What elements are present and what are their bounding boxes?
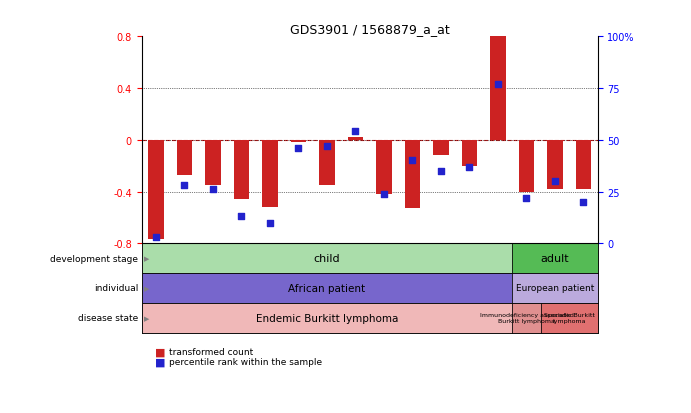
Bar (148, 140, 164, 240)
Bar (512, 303, 540, 333)
Text: transformed count: transformed count (169, 347, 254, 356)
Bar (433, 140, 448, 156)
Bar (512, 273, 598, 303)
Text: development stage: development stage (50, 254, 138, 263)
Point (151, 234, 162, 241)
Bar (262, 140, 278, 207)
Text: ▶: ▶ (144, 256, 149, 261)
Point (464, 164, 475, 171)
Text: percentile rank within the sample: percentile rank within the sample (169, 357, 323, 366)
Text: African patient: African patient (288, 283, 366, 293)
Text: ■: ■ (155, 347, 166, 356)
Title: GDS3901 / 1568879_a_at: GDS3901 / 1568879_a_at (290, 23, 450, 36)
Bar (348, 138, 363, 140)
Bar (142, 273, 512, 303)
Point (435, 168, 446, 175)
Point (236, 214, 247, 220)
Point (293, 145, 304, 152)
Text: ▶: ▶ (144, 315, 149, 321)
Bar (462, 140, 477, 166)
Bar (291, 140, 306, 143)
Text: Endemic Burkitt lymphoma: Endemic Burkitt lymphoma (256, 313, 398, 323)
Text: adult: adult (540, 254, 569, 263)
Text: child: child (314, 254, 340, 263)
Bar (376, 140, 392, 195)
Bar (142, 303, 512, 333)
Bar (547, 140, 562, 190)
Point (207, 187, 218, 193)
Text: ■: ■ (155, 357, 166, 367)
Point (379, 191, 390, 197)
Point (350, 129, 361, 135)
Point (578, 199, 589, 206)
Bar (576, 140, 591, 190)
Text: Immunodeficiency associated
Burkitt lymphoma: Immunodeficiency associated Burkitt lymp… (480, 313, 574, 323)
Text: ▶: ▶ (144, 285, 149, 291)
Point (407, 158, 418, 164)
Point (521, 195, 532, 202)
Point (179, 183, 190, 189)
Point (493, 81, 504, 88)
Bar (234, 140, 249, 200)
Bar (177, 140, 192, 175)
Bar (541, 303, 598, 333)
Bar (490, 37, 506, 140)
Bar (205, 140, 220, 185)
Bar (319, 140, 334, 185)
Point (265, 220, 276, 226)
Bar (405, 140, 420, 209)
Bar (142, 244, 512, 273)
Text: disease state: disease state (78, 313, 138, 323)
Point (549, 178, 560, 185)
Text: European patient: European patient (515, 284, 594, 293)
Point (321, 143, 332, 150)
Bar (512, 244, 598, 273)
Bar (519, 140, 534, 192)
Text: individual: individual (94, 284, 138, 293)
Text: Sporadic Burkitt
lymphoma: Sporadic Burkitt lymphoma (544, 313, 595, 323)
